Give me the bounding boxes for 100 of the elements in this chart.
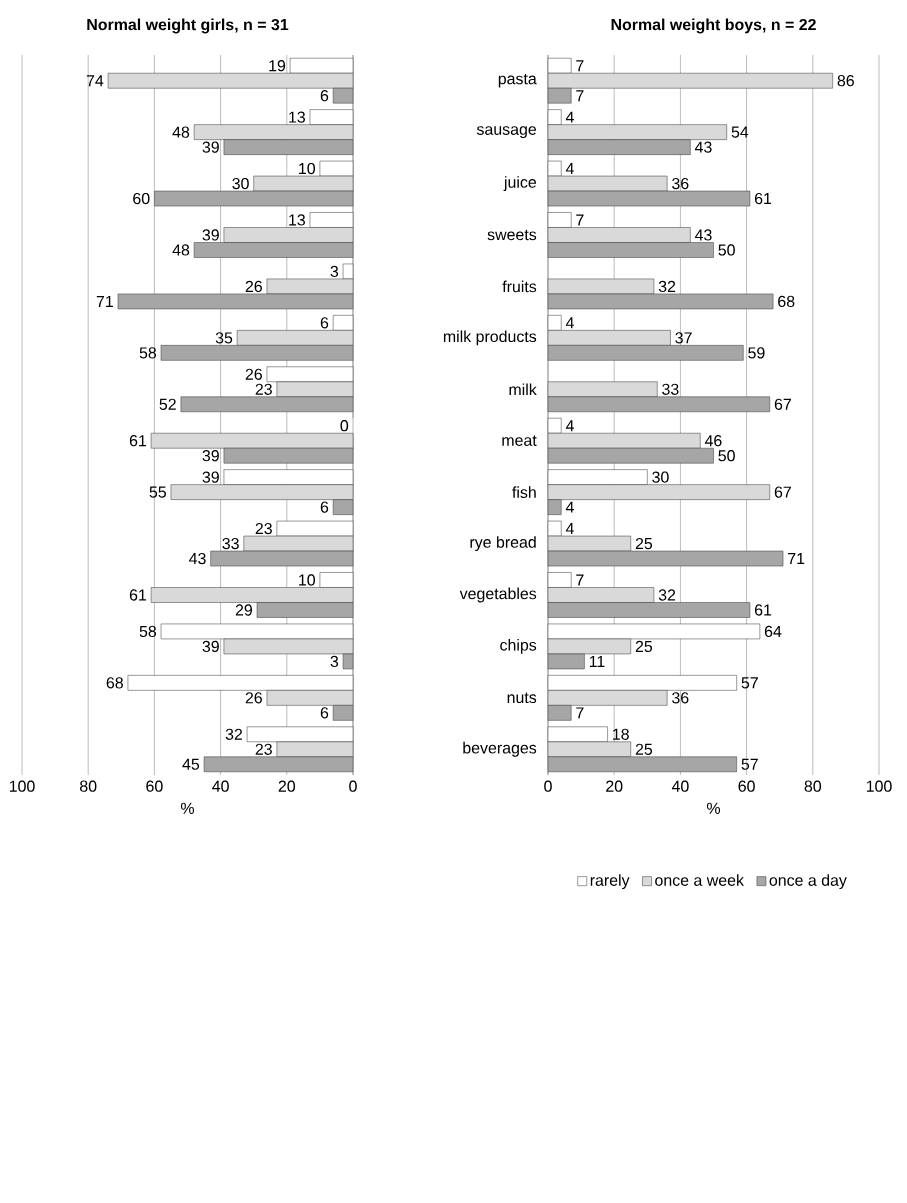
data-label: 68 xyxy=(778,295,795,308)
y-tick-label: beverages xyxy=(463,741,537,757)
data-label: 23 xyxy=(255,383,272,395)
data-label: 43 xyxy=(189,552,206,565)
data-label: 7 xyxy=(576,707,584,719)
x-axis-title: % xyxy=(180,802,195,814)
x-tick-label: 60 xyxy=(146,780,163,792)
data-label: 67 xyxy=(774,398,791,410)
x-tick-label: 100 xyxy=(866,780,892,792)
y-tick-label: meat xyxy=(502,435,537,446)
legend-label: once a week xyxy=(655,874,744,886)
data-label: 6 xyxy=(320,501,329,513)
x-tick-label: 80 xyxy=(804,780,822,792)
data-label: 61 xyxy=(755,604,772,616)
data-label: 6 xyxy=(320,707,329,719)
y-tick-label: sweets xyxy=(487,229,537,241)
data-label: 36 xyxy=(672,177,689,190)
x-tick-label: 40 xyxy=(212,780,229,792)
y-tick-label: pasta xyxy=(498,73,537,88)
data-label: 39 xyxy=(202,141,219,153)
y-tick-label: rye bread xyxy=(470,536,536,551)
data-label: 68 xyxy=(106,677,123,689)
y-tick-label: milk xyxy=(509,383,537,396)
data-label: 25 xyxy=(635,537,653,550)
data-label: 32 xyxy=(658,589,676,601)
data-label: 67 xyxy=(774,486,791,498)
legend-label: once a day xyxy=(769,874,847,890)
data-label: 23 xyxy=(255,522,272,535)
data-label: 19 xyxy=(269,60,286,72)
chart-title: Normal weight girls, n = 31 xyxy=(87,18,289,34)
y-tick-label: fish xyxy=(512,486,536,498)
data-label: 74 xyxy=(86,75,104,87)
data-label: 7 xyxy=(576,574,584,586)
data-label: 33 xyxy=(662,383,679,395)
chart-title: Normal weight boys, n = 22 xyxy=(611,18,816,34)
data-label: 4 xyxy=(565,501,574,513)
data-label: 55 xyxy=(149,486,166,498)
data-label: 61 xyxy=(129,589,147,601)
data-label: 25 xyxy=(635,743,653,755)
data-label: 35 xyxy=(215,332,233,344)
x-tick-label: 0 xyxy=(349,780,357,792)
y-tick-label: vegetables xyxy=(459,587,537,603)
data-label: 43 xyxy=(694,141,712,153)
data-label: 26 xyxy=(245,368,262,380)
data-label: 32 xyxy=(658,280,676,293)
data-label: 11 xyxy=(589,655,605,667)
data-label: 54 xyxy=(731,126,749,138)
y-tick-label: fruits xyxy=(502,280,537,293)
data-label: 13 xyxy=(289,214,305,226)
data-label: 4 xyxy=(565,523,574,535)
data-label: 6 xyxy=(320,317,329,329)
data-label: 26 xyxy=(245,692,262,704)
x-tick-label: 60 xyxy=(738,780,755,792)
data-label: 45 xyxy=(182,758,200,770)
data-label: 7 xyxy=(576,214,584,226)
data-label: 50 xyxy=(718,450,735,462)
y-tick-label: nuts xyxy=(507,692,537,704)
data-label: 64 xyxy=(764,625,782,638)
data-label: 36 xyxy=(672,692,689,704)
x-tick-label: 0 xyxy=(544,780,552,792)
data-label: 39 xyxy=(202,229,219,241)
data-label: 60 xyxy=(133,192,150,205)
data-label: 50 xyxy=(718,244,735,256)
data-label: 61 xyxy=(129,435,147,447)
data-label: 10 xyxy=(299,162,316,175)
data-label: 26 xyxy=(245,280,262,293)
data-label: 39 xyxy=(202,471,219,483)
data-label: 30 xyxy=(652,471,669,483)
data-label: 58 xyxy=(139,347,157,359)
data-label: 6 xyxy=(320,90,329,102)
data-label: 3 xyxy=(330,655,339,668)
data-label: 4 xyxy=(565,420,574,432)
data-label: 59 xyxy=(748,347,765,359)
data-label: 4 xyxy=(565,163,574,175)
data-label: 61 xyxy=(755,192,772,205)
data-label: 0 xyxy=(340,420,349,432)
data-label: 43 xyxy=(694,229,712,241)
x-tick-label: 100 xyxy=(9,780,35,792)
data-label: 3 xyxy=(330,265,339,278)
data-label: 33 xyxy=(222,537,239,550)
data-label: 23 xyxy=(255,743,272,755)
data-label: 57 xyxy=(741,677,758,689)
data-label: 4 xyxy=(565,111,574,123)
data-label: 7 xyxy=(576,60,584,72)
data-label: 10 xyxy=(299,574,316,586)
data-label: 39 xyxy=(202,640,219,653)
data-label: 29 xyxy=(235,604,252,616)
data-label: 4 xyxy=(565,317,574,329)
data-label: 71 xyxy=(788,553,805,565)
data-label: 48 xyxy=(172,126,190,138)
x-tick-label: 20 xyxy=(278,780,296,792)
x-tick-label: 40 xyxy=(671,780,689,792)
data-label: 86 xyxy=(837,75,854,87)
x-tick-label: 80 xyxy=(80,780,97,792)
data-label: 57 xyxy=(741,758,758,770)
data-label: 37 xyxy=(675,332,692,344)
x-tick-label: 20 xyxy=(606,780,623,792)
y-tick-label: milk products xyxy=(443,330,537,346)
data-label: 48 xyxy=(172,244,190,256)
data-label: 25 xyxy=(635,640,653,653)
